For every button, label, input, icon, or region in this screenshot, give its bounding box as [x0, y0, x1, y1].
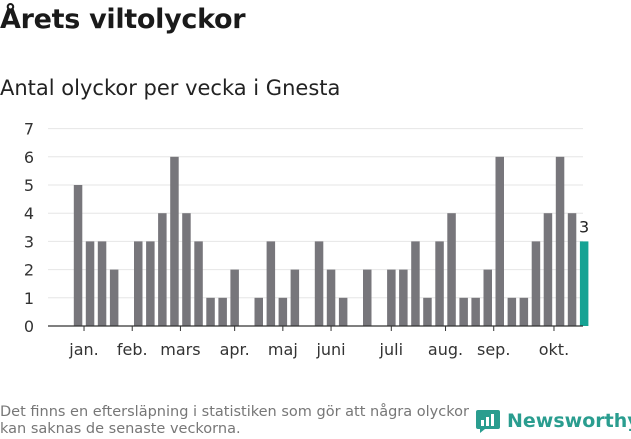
- chart-title: Årets viltolyckor: [0, 4, 246, 35]
- bar: [411, 241, 420, 326]
- bar: [435, 241, 444, 326]
- x-tick-label: aug.: [428, 340, 463, 359]
- newsworthy-logo: Newsworthy: [475, 408, 631, 434]
- x-tick-label: feb.: [117, 340, 148, 359]
- bar: [314, 241, 324, 326]
- bar: [73, 185, 83, 326]
- y-tick-label: 1: [24, 289, 34, 308]
- bar: [338, 297, 348, 326]
- bar: [85, 241, 95, 326]
- brand-name: Newsworthy: [507, 410, 631, 432]
- y-tick-label: 6: [24, 148, 34, 167]
- bar: [158, 213, 167, 326]
- x-tick-label: mars: [160, 340, 200, 359]
- bar: [543, 213, 553, 326]
- bar: [387, 269, 396, 326]
- bar: [423, 297, 432, 326]
- bar: [266, 241, 276, 326]
- bar: [170, 156, 179, 326]
- chart-subtitle: Antal olyckor per vecka i Gnesta: [0, 76, 341, 100]
- bar: [567, 213, 577, 326]
- highlight-bar: [579, 241, 589, 326]
- y-tick-label: 4: [24, 204, 34, 223]
- y-tick-label: 3: [24, 232, 34, 251]
- bar: [483, 269, 492, 326]
- bar: [254, 297, 263, 326]
- x-tick-label: apr.: [220, 340, 250, 359]
- bar: [278, 297, 288, 326]
- bar: [326, 269, 336, 326]
- bar: [555, 156, 565, 326]
- bar: [230, 269, 239, 326]
- x-tick-label: sep.: [477, 340, 510, 359]
- data-label: 3: [579, 217, 589, 236]
- bar: [206, 297, 215, 326]
- y-tick-label: 7: [24, 120, 34, 139]
- bar: [194, 241, 203, 326]
- x-tick-label: maj: [268, 340, 298, 359]
- bar: [459, 297, 468, 326]
- bar: [447, 213, 456, 326]
- x-tick-label: juni: [315, 340, 345, 359]
- footnote: Det finns en eftersläpning i statistiken…: [0, 404, 469, 437]
- bar: [97, 241, 107, 326]
- bar: [290, 269, 300, 326]
- y-tick-label: 5: [24, 176, 34, 195]
- newsworthy-logo-icon: [476, 410, 500, 433]
- bar: [182, 213, 191, 326]
- x-tick-label: jan.: [68, 340, 98, 359]
- bar: [134, 241, 143, 326]
- x-tick-label: juli: [379, 340, 403, 359]
- bar: [363, 269, 372, 326]
- bar: [109, 269, 119, 326]
- x-tick-label: okt.: [539, 340, 569, 359]
- bar: [531, 241, 541, 326]
- bar-chart: 0 1 2 3 4 5 6 7 jan. feb. mars apr. maj juni juli aug. s…: [24, 120, 589, 359]
- bar: [507, 297, 517, 326]
- y-tick-label: 2: [24, 261, 34, 280]
- bar: [471, 297, 480, 326]
- bar: [399, 269, 408, 326]
- bar: [495, 156, 504, 326]
- bar: [146, 241, 155, 326]
- y-tick-label: 0: [24, 317, 34, 336]
- bar: [519, 297, 529, 326]
- bar: [218, 297, 227, 326]
